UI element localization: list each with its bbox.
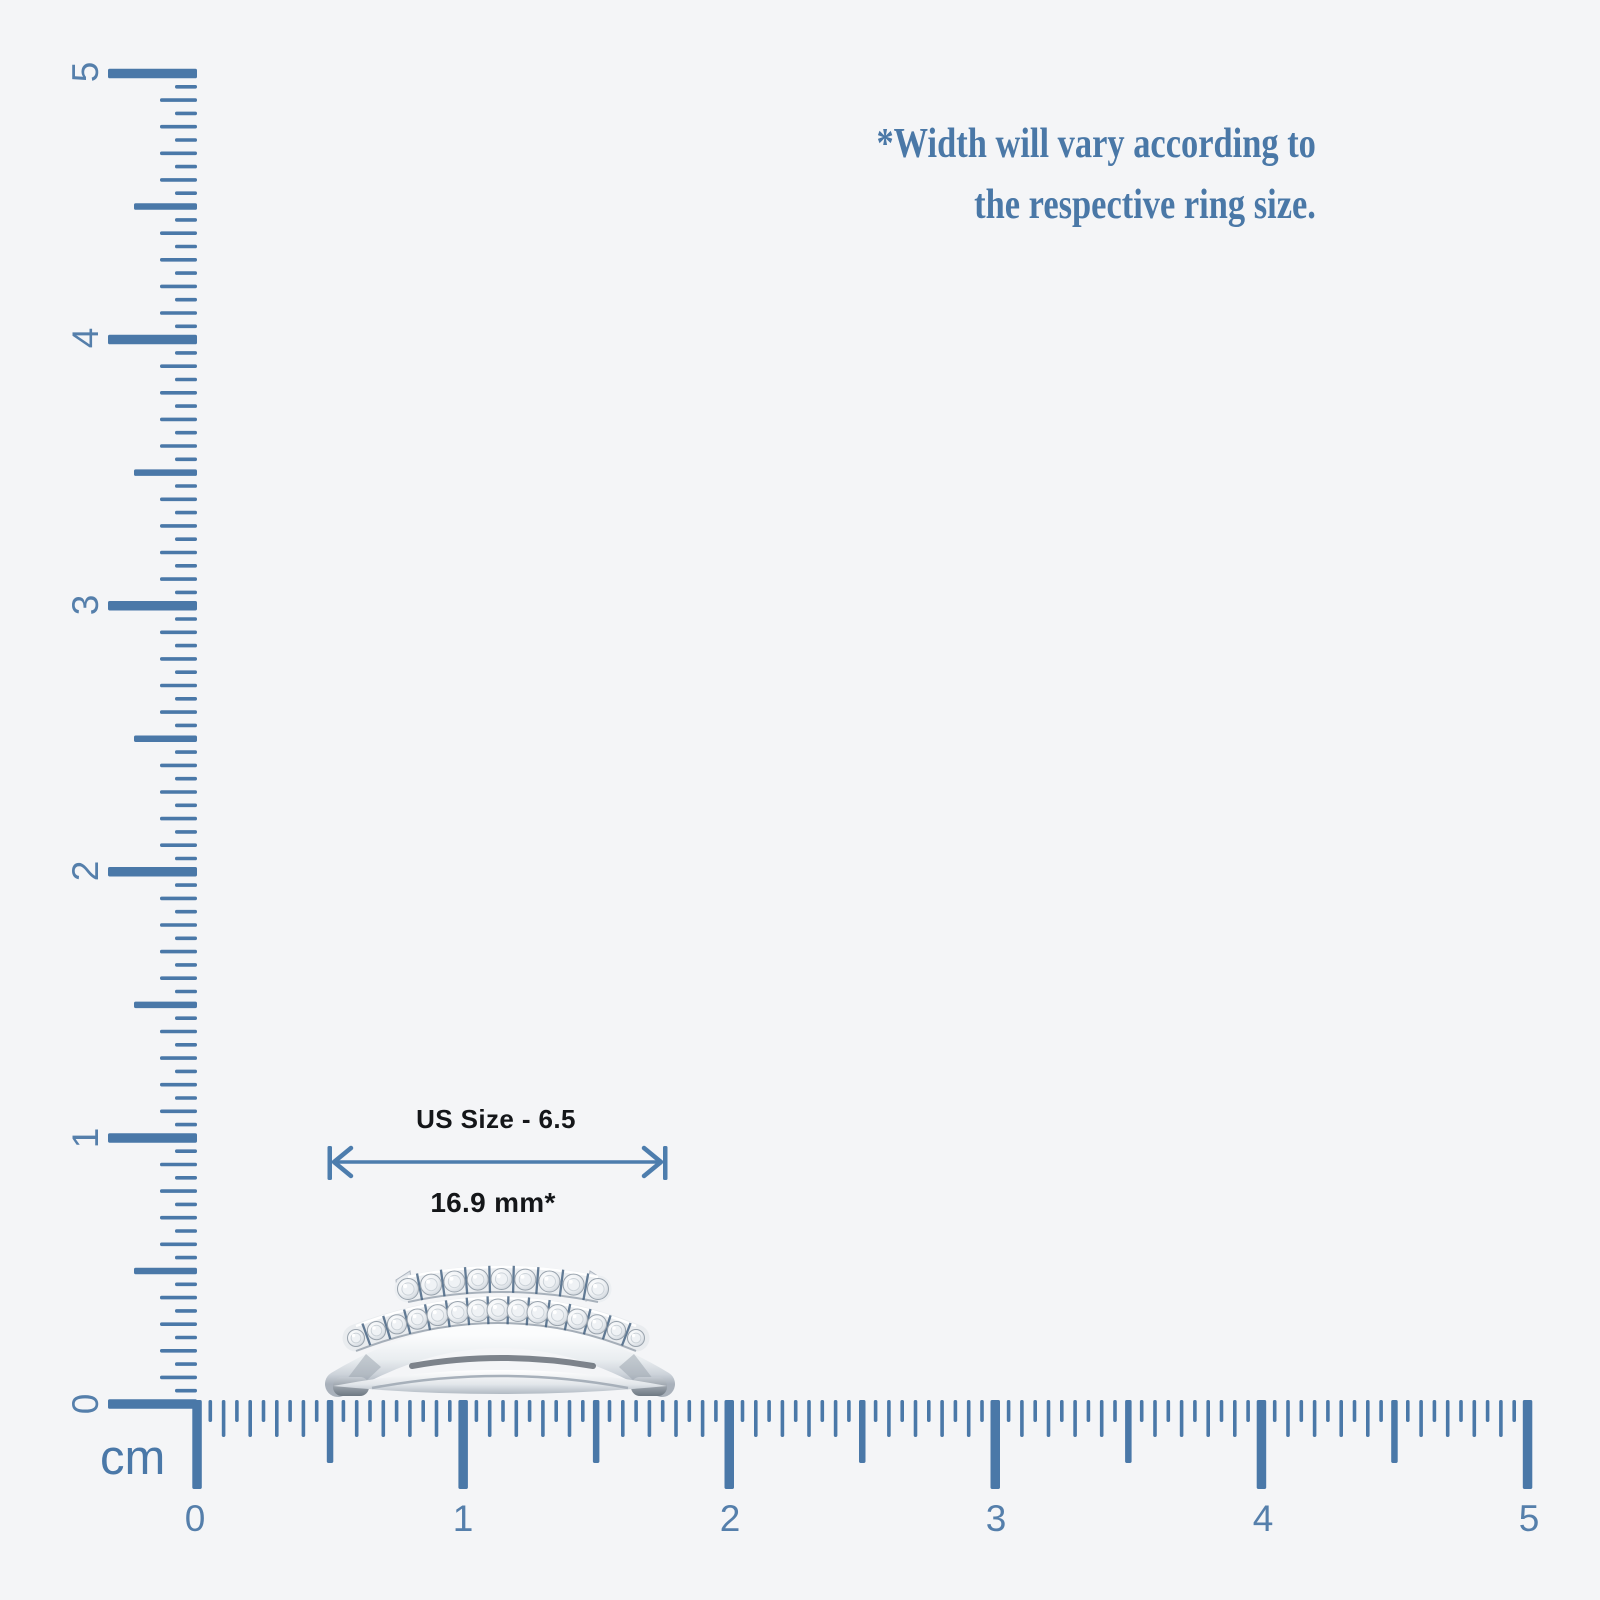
v-ruler-number-0: 0 (65, 1393, 106, 1415)
h-ruler-number-0: 0 (184, 1498, 206, 1539)
ring-image (325, 1265, 675, 1397)
note-line-1: *Width will vary according to (876, 121, 1316, 167)
h-ruler-number-5: 5 (1518, 1498, 1540, 1539)
cm-unit-label: cm (100, 1431, 166, 1485)
diamond-row-upper (397, 1265, 609, 1301)
v-ruler-number-5: 5 (65, 61, 106, 83)
v-ruler-number-1: 1 (65, 1127, 106, 1149)
note-line-2: the respective ring size. (974, 182, 1316, 228)
vertical-ruler-ticks (108, 68, 197, 1409)
h-ruler-number-4: 4 (1252, 1498, 1274, 1539)
v-ruler-number-4: 4 (65, 327, 106, 349)
width-mm-label: 16.9 mm* (430, 1187, 556, 1218)
diamond-row-lower (347, 1296, 645, 1347)
width-arrow (327, 1145, 668, 1180)
horizontal-ruler-ticks (192, 1400, 1533, 1489)
v-ruler-number-3: 3 (65, 594, 106, 616)
width-disclaimer-note: *Width will vary according to the respec… (877, 114, 1316, 236)
h-ruler-number-3: 3 (985, 1498, 1007, 1539)
h-ruler-number-2: 2 (719, 1498, 741, 1539)
v-ruler-number-2: 2 (65, 860, 106, 882)
us-size-label: US Size - 6.5 (416, 1104, 576, 1134)
h-ruler-number-1: 1 (452, 1498, 474, 1539)
